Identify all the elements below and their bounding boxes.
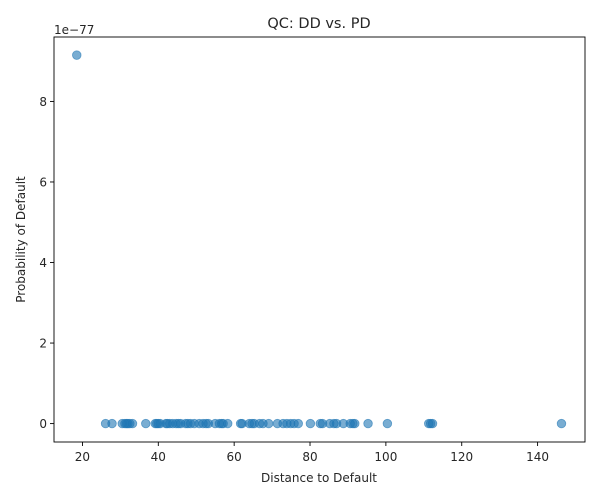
data-point: [141, 418, 151, 429]
plot-area-frame: [53, 36, 586, 443]
y-tick-label: 4: [39, 256, 47, 270]
y-tick-label: 2: [39, 337, 47, 351]
x-tick-label: 60: [227, 450, 242, 464]
data-point: [350, 418, 360, 429]
x-axis-label: Distance to Default: [261, 471, 377, 485]
x-tick-label: 120: [450, 450, 473, 464]
data-point: [305, 418, 316, 429]
data-point: [556, 418, 567, 429]
y-offset-text: 1e−77: [54, 23, 94, 37]
y-tick-label: 0: [39, 417, 47, 431]
data-point: [363, 418, 373, 429]
data-point: [127, 418, 138, 429]
data-point: [382, 418, 393, 429]
x-tick-label: 100: [374, 450, 397, 464]
x-tick-label: 140: [526, 450, 549, 464]
y-axis-ticks: 0 2 4 6 8: [39, 95, 54, 431]
data-point: [223, 418, 233, 429]
x-axis-ticks: 20 40 60 80 100 120 140: [75, 442, 549, 464]
data-point: [263, 418, 274, 429]
y-tick-label: 6: [39, 175, 47, 189]
data-point: [72, 50, 82, 60]
data-point: [427, 418, 438, 429]
x-tick-label: 20: [75, 450, 90, 464]
y-axis-label: Probability of Default: [14, 176, 28, 303]
data-point: [107, 418, 117, 429]
x-tick-label: 80: [302, 450, 317, 464]
x-tick-label: 40: [151, 450, 166, 464]
chart-title: QC: DD vs. PD: [267, 16, 370, 32]
data-points: [72, 50, 567, 429]
data-point: [293, 418, 303, 429]
y-tick-label: 8: [39, 95, 47, 109]
